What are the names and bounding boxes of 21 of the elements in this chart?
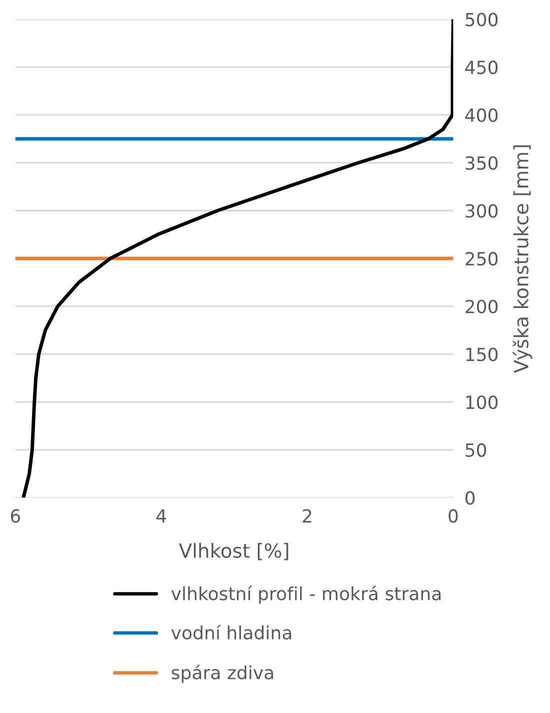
x-tick-label: 0 <box>448 509 458 523</box>
y-tick-label: 200 <box>466 300 498 314</box>
y-tick-label: 500 <box>466 12 498 26</box>
y-tick-label: 50 <box>466 443 486 457</box>
y-tick-label: 250 <box>466 252 498 266</box>
legend-label: spára zdiva <box>172 664 274 683</box>
y-tick-label: 300 <box>466 204 498 218</box>
legend-label: vodní hladina <box>171 624 292 640</box>
x-axis-title: Vlhkost [%] <box>178 542 288 560</box>
x-tick-label: 4 <box>156 509 166 523</box>
legend-label: vlhkostní profil - mokrá strana <box>171 586 441 604</box>
y-tick-label: 350 <box>466 156 498 170</box>
y-tick-label: 100 <box>466 395 498 410</box>
y-axis-title: Výška konstrukce [mm] <box>512 145 532 374</box>
y-tick-label: 400 <box>465 108 498 122</box>
line-series <box>22 19 454 498</box>
x-tick-label: 6 <box>10 509 20 523</box>
y-tick-label: 0 <box>466 491 475 505</box>
x-tick-label: 2 <box>302 509 312 523</box>
y-tick-label: 450 <box>465 60 498 74</box>
y-tick-label: 150 <box>466 348 498 362</box>
